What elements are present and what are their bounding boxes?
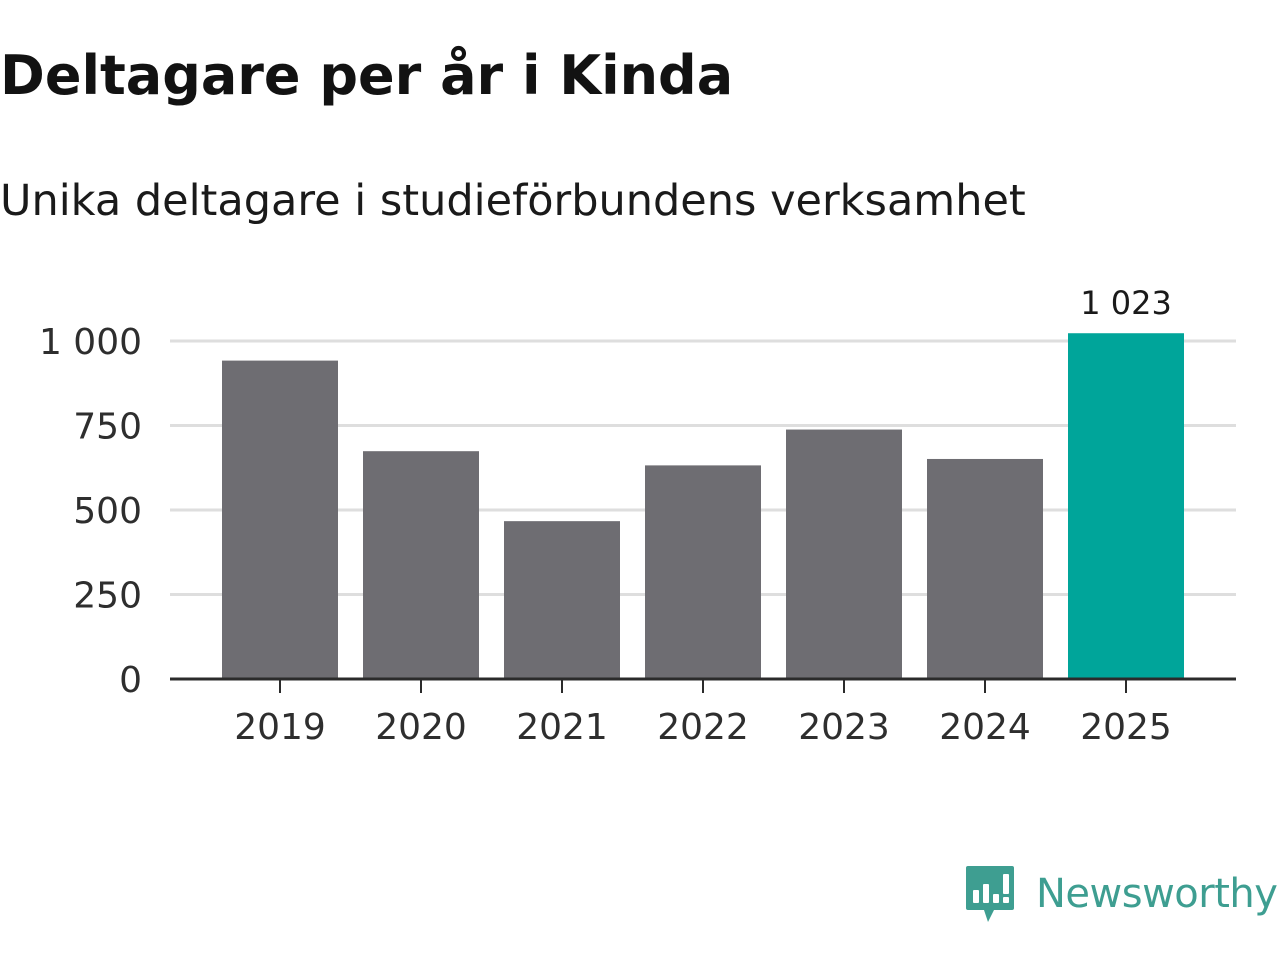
y-tick-label: 1 000 [39,322,142,363]
chart-title: Deltagare per år i Kinda [0,44,734,107]
x-tick-label: 2021 [516,707,608,748]
x-tick-label: 2024 [939,707,1031,748]
newsworthy-logo: Newsworthy [964,864,1278,924]
bar-2020 [363,451,479,679]
bar-chart-speech-bubble-icon [966,866,1014,922]
x-tick-label: 2023 [798,707,890,748]
y-tick-label: 0 [119,660,142,701]
chart-subtitle: Unika deltagare i studieförbundens verks… [0,176,1026,226]
x-tick-label: 2025 [1080,707,1172,748]
x-axis [170,677,1236,693]
bar-2025 [1068,333,1184,679]
x-tick-label: 2022 [657,707,749,748]
bars [222,333,1184,679]
bar-2023 [786,429,902,679]
bar-2021 [504,521,620,679]
bar-2019 [222,360,338,679]
x-axis-tick-labels: 2019 2020 2021 2022 2023 2024 2025 [234,707,1172,748]
x-tick-label: 2020 [375,707,467,748]
y-tick-label: 250 [73,576,142,617]
brand-name: Newsworthy [1036,871,1278,917]
bar-chart: 0 250 500 750 1 000 2019 2020 2021 2022 2023 2024… [39,284,1236,748]
y-axis-tick-labels: 0 250 500 750 1 000 [39,322,142,701]
bar-2024 [927,458,1043,679]
data-label-2025: 1 023 [1080,284,1172,322]
x-tick-label: 2019 [234,707,326,748]
bar-2022 [645,465,761,679]
data-labels: 1 023 [1080,284,1172,322]
y-tick-label: 750 [73,407,142,448]
y-tick-label: 500 [73,491,142,532]
